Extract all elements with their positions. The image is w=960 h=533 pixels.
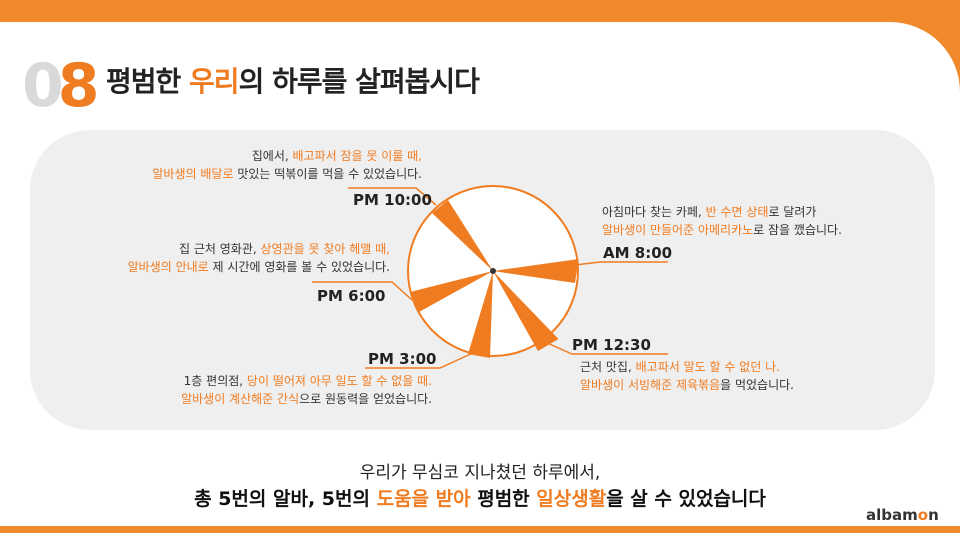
note-text: 을 먹었습니다. [720, 378, 794, 392]
leader-pm-10 [348, 187, 437, 206]
section-number: 08 [22, 56, 99, 116]
footer-text: 을 살 수 있었습니다 [606, 488, 766, 510]
note-text: 로 잠을 깼습니다. [753, 223, 842, 237]
note-highlight: 반 수면 상태 [705, 205, 769, 219]
wedge-pm-6 [410, 271, 493, 312]
note-pm-12-30: 근처 맛집, 배고파서 말도 할 수 없던 나. 알바생이 서빙해준 제육볶음을… [580, 358, 794, 394]
note-highlight: 알바생이 계산해준 간식 [181, 392, 300, 406]
page-title: 평범한 우리의 하루를 살펴봅시다 [106, 64, 480, 100]
note-line: 1층 편의점, 당이 떨어져 아무 일도 할 수 없을 때. [181, 372, 432, 390]
note-text: 맛있는 떡볶이를 먹을 수 있었습니다. [233, 167, 422, 181]
note-highlight: 상영관을 못 찾아 헤맬 때, [260, 242, 390, 256]
clock-center [490, 268, 496, 274]
note-line: 집 근처 영화관, 상영관을 못 찾아 헤맬 때, [128, 240, 390, 258]
time-label-am-8: AM 8:00 [603, 244, 673, 262]
note-line: 집에서, 배고파서 잠을 못 이룰 때, [152, 147, 422, 165]
footer-text: 평범한 [470, 488, 537, 510]
note-pm-3: 1층 편의점, 당이 떨어져 아무 일도 할 수 없을 때. 알바생이 계산해준… [181, 372, 432, 408]
note-pm-10: 집에서, 배고파서 잠을 못 이룰 때, 알바생의 배달로 맛있는 떡볶이를 먹… [152, 147, 422, 183]
note-highlight: 알바생이 만들어준 아메리카노 [602, 223, 754, 237]
time-label-pm-6: PM 6:00 [317, 287, 386, 305]
title-highlight: 우리 [189, 65, 240, 98]
footer-text: 총 5번의 알바, 5번의 [194, 488, 377, 510]
title-part: 평범한 [106, 65, 190, 98]
note-text: 로 달려가 [768, 205, 817, 219]
note-text: 아침마다 찾는 카페, [602, 205, 706, 219]
note-line: 근처 맛집, 배고파서 말도 할 수 없던 나. [580, 358, 794, 376]
note-pm-6: 집 근처 영화관, 상영관을 못 찾아 헤맬 때, 알바생의 안내로 제 시간에… [128, 240, 390, 276]
note-line: 알바생이 만들어준 아메리카노로 잠을 깼습니다. [602, 221, 842, 239]
logo-accent: o [917, 506, 929, 524]
logo-text: n [928, 506, 939, 524]
wedge-am-8 [493, 259, 579, 283]
note-highlight: 당이 떨어져 아무 일도 할 수 없을 때. [246, 374, 432, 388]
note-text: 집 근처 영화관, [179, 242, 261, 256]
time-label-pm-3: PM 3:00 [368, 350, 437, 368]
note-line: 알바생이 서빙해준 제육볶음을 먹었습니다. [580, 376, 794, 394]
footer-highlight: 일상생활 [536, 488, 607, 510]
logo-text: albam [866, 506, 918, 524]
leader-pm-12-30 [544, 341, 668, 355]
note-highlight: 알바생의 안내로 [127, 260, 209, 274]
albamon-logo: albamon [866, 506, 939, 524]
note-am-8: 아침마다 찾는 카페, 반 수면 상태로 달려가 알바생이 만들어준 아메리카노… [602, 203, 842, 239]
note-highlight: 알바생이 서빙해준 제육볶음 [580, 378, 721, 392]
note-text: 집에서, [251, 149, 293, 163]
leader-am-8 [574, 261, 668, 266]
time-label-pm-12-30: PM 12:30 [572, 336, 651, 354]
section-number-eight: 8 [57, 51, 100, 121]
wedge-pm-3 [468, 271, 493, 358]
note-line: 알바생의 배달로 맛있는 떡볶이를 먹을 수 있었습니다. [152, 165, 422, 183]
note-line: 아침마다 찾는 카페, 반 수면 상태로 달려가 [602, 203, 842, 221]
note-highlight: 배고파서 잠을 못 이룰 때, [292, 149, 422, 163]
note-highlight: 배고파서 말도 할 수 없던 나. [635, 360, 780, 374]
section-number-zero: 0 [22, 51, 64, 121]
note-text: 제 시간에 영화를 볼 수 있었습니다. [208, 260, 390, 274]
footer-highlight: 도움을 받아 [376, 488, 471, 510]
footer-line-1: 우리가 무심코 지나쳤던 하루에서, [359, 463, 601, 483]
note-text: 근처 맛집, [580, 360, 636, 374]
note-line: 알바생의 안내로 제 시간에 영화를 볼 수 있었습니다. [128, 258, 390, 276]
footer-line-2: 총 5번의 알바, 5번의 도움을 받아 평범한 일상생활을 살 수 있었습니다 [0, 484, 960, 511]
leader-lines [312, 187, 668, 369]
wedge-pm-12-30 [493, 271, 559, 351]
note-text: 1층 편의점, [183, 374, 247, 388]
time-label-pm-10: PM 10:00 [353, 191, 432, 209]
leader-pm-3 [365, 351, 476, 369]
note-line: 알바생이 계산해준 간식으로 원동력을 얻었습니다. [181, 390, 432, 408]
wedges [410, 200, 579, 358]
note-text: 으로 원동력을 얻었습니다. [299, 392, 432, 406]
wedge-pm-10 [432, 200, 493, 271]
note-highlight: 알바생의 배달로 [152, 167, 234, 181]
bottom-bar [0, 526, 960, 533]
title-part: 의 하루를 살펴봅시다 [238, 65, 480, 98]
leader-pm-6 [312, 281, 413, 301]
